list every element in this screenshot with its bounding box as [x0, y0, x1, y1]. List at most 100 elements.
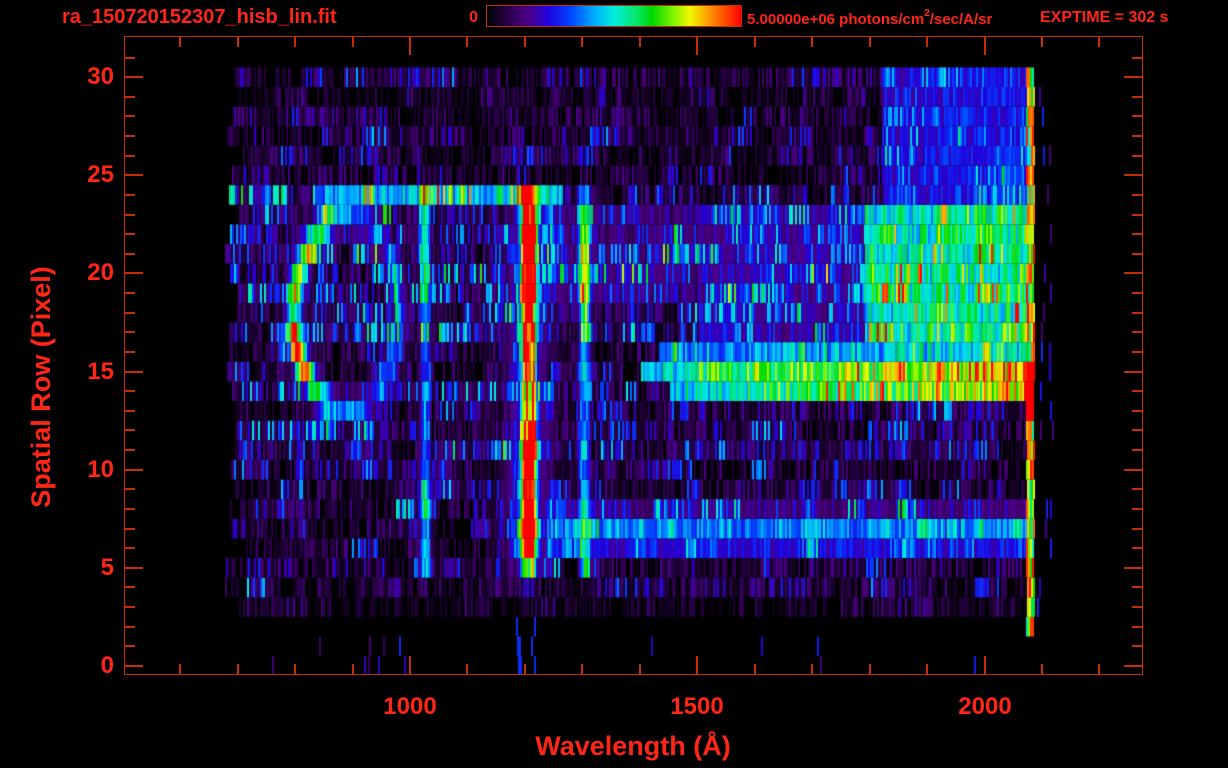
y-tick-label: 10 — [87, 456, 114, 483]
axis-tick — [1132, 115, 1142, 117]
axis-tick — [125, 371, 143, 373]
axis-tick — [125, 233, 135, 235]
axis-tick — [811, 37, 813, 47]
axis-tick — [125, 272, 143, 274]
axis-tick — [125, 547, 135, 549]
axis-tick — [125, 115, 135, 117]
axis-tick — [754, 664, 756, 674]
axis-tick — [125, 351, 135, 353]
axis-tick — [926, 664, 928, 674]
axis-tick — [237, 664, 239, 674]
axis-tick — [1124, 665, 1142, 667]
axis-tick — [1132, 57, 1142, 59]
axis-tick — [466, 664, 468, 674]
axis-tick — [125, 567, 143, 569]
axis-tick — [1041, 37, 1043, 47]
colorbar-min-label: 0 — [469, 9, 478, 26]
axis-tick — [125, 606, 135, 608]
axis-tick — [1132, 155, 1142, 157]
axis-tick — [125, 292, 135, 294]
y-tick-label: 0 — [100, 652, 114, 679]
axis-tick — [125, 626, 135, 628]
axis-tick — [639, 37, 641, 47]
axis-tick — [1124, 469, 1142, 471]
axis-tick — [1132, 312, 1142, 314]
axis-tick — [125, 645, 135, 647]
colorbar-units: photons/cm — [835, 11, 925, 28]
axis-tick — [1098, 37, 1100, 47]
axis-tick — [869, 37, 871, 47]
file-title: ra_150720152307_hisb_lin.fit — [62, 6, 337, 28]
axis-tick — [125, 469, 143, 471]
x-tick-label: 2000 — [958, 693, 1012, 720]
colorbar — [486, 5, 742, 27]
axis-tick — [125, 96, 135, 98]
x-tick-label: 1500 — [670, 693, 724, 720]
axis-tick — [984, 656, 986, 674]
axis-tick — [125, 76, 143, 78]
spectral-heatmap — [125, 37, 1142, 674]
axis-tick — [409, 37, 411, 55]
axis-tick — [1124, 272, 1142, 274]
axis-tick — [1098, 664, 1100, 674]
colorbar-units-exponent: 2 — [924, 8, 930, 19]
axis-tick — [352, 37, 354, 47]
axis-tick — [581, 664, 583, 674]
axis-tick — [926, 37, 928, 47]
colorbar-max-value: 5.00000e+06 — [747, 11, 836, 28]
y-tick-label: 15 — [87, 358, 114, 385]
colorbar-max-label: 5.00000e+06 photons/cm2/sec/A/sr — [747, 8, 993, 28]
axis-tick — [125, 194, 135, 196]
axis-tick — [1132, 331, 1142, 333]
axis-tick — [352, 664, 354, 674]
axis-tick — [696, 656, 698, 674]
colorbar-units-rest: /sec/A/sr — [929, 11, 993, 28]
y-tick-label: 5 — [100, 554, 114, 581]
axis-tick — [1132, 194, 1142, 196]
plot-frame — [124, 36, 1143, 675]
axis-tick — [125, 253, 135, 255]
y-tick-label: 30 — [87, 63, 114, 90]
axis-tick — [125, 528, 135, 530]
axis-tick — [524, 37, 526, 47]
axis-tick — [1132, 508, 1142, 510]
y-tick-label: 20 — [87, 259, 114, 286]
axis-tick — [125, 665, 143, 667]
axis-tick — [125, 214, 135, 216]
y-axis-title: Spatial Row (Pixel) — [26, 266, 56, 508]
axis-tick — [125, 331, 135, 333]
axis-tick — [125, 135, 135, 137]
axis-tick — [1132, 390, 1142, 392]
axis-tick — [125, 155, 135, 157]
axis-tick — [1041, 664, 1043, 674]
x-axis-title: Wavelength (Å) — [535, 731, 731, 761]
axis-tick — [179, 664, 181, 674]
axis-tick — [125, 312, 135, 314]
axis-tick — [1132, 351, 1142, 353]
axis-tick — [1132, 292, 1142, 294]
axis-tick — [1132, 253, 1142, 255]
axis-tick — [1124, 567, 1142, 569]
axis-tick — [696, 37, 698, 55]
axis-tick — [1132, 528, 1142, 530]
axis-tick — [409, 656, 411, 674]
axis-tick — [179, 37, 181, 47]
axis-tick — [125, 174, 143, 176]
axis-tick — [125, 390, 135, 392]
axis-tick — [984, 37, 986, 55]
axis-tick — [1124, 76, 1142, 78]
axis-tick — [1132, 429, 1142, 431]
axis-tick — [125, 449, 135, 451]
axis-tick — [581, 37, 583, 47]
axis-tick — [811, 664, 813, 674]
axis-tick — [1132, 645, 1142, 647]
axis-tick — [1132, 135, 1142, 137]
axis-tick — [294, 37, 296, 47]
axis-tick — [1124, 371, 1142, 373]
axis-tick — [294, 664, 296, 674]
axis-tick — [1132, 449, 1142, 451]
axis-tick — [1132, 96, 1142, 98]
axis-tick — [466, 37, 468, 47]
axis-tick — [1132, 626, 1142, 628]
